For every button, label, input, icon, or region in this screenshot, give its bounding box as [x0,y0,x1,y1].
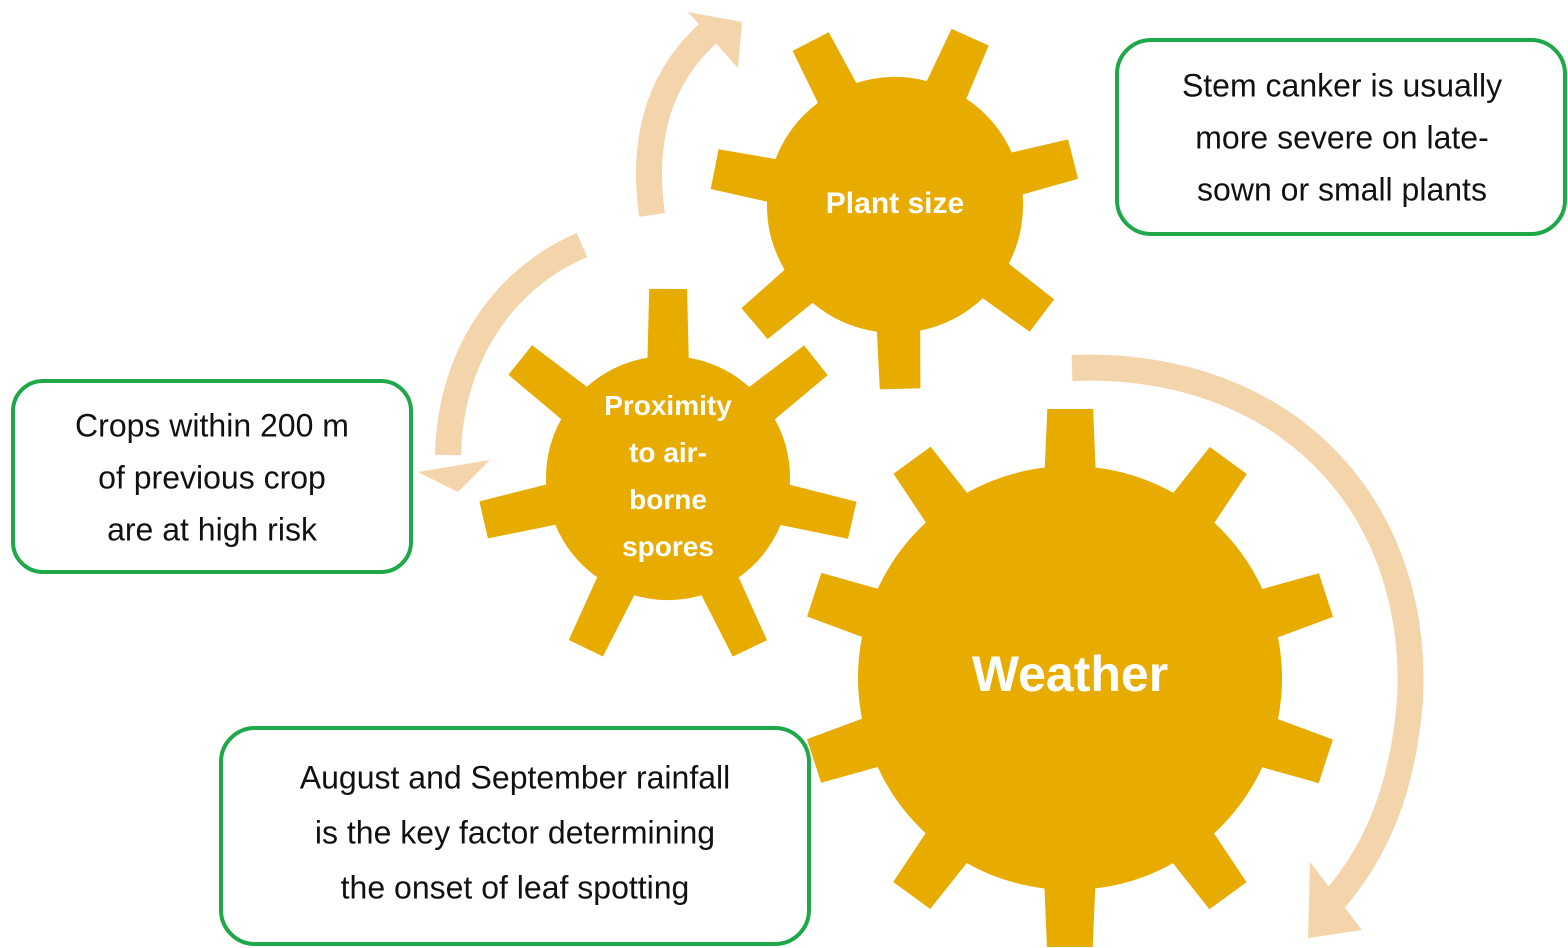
callout-text: more severe on late- [1195,119,1488,155]
callout-text: of previous crop [98,459,326,495]
arrow-head [418,460,490,492]
cycle-arrow [435,233,588,456]
gear-label: Weather [972,646,1168,702]
callout-text: the onset of leaf spotting [341,869,690,905]
gear-label: borne [629,484,707,515]
cycle-arrow [1071,354,1424,914]
callout-text: are at high risk [107,511,318,547]
callout-text: Crops within 200 m [75,407,349,443]
callout-box [11,379,413,574]
gear [710,28,1079,390]
gear-label: to air- [629,437,707,468]
callout-text: August and September rainfall [300,759,730,795]
gear-label: spores [622,531,714,562]
gear [807,409,1333,947]
callout-box [219,726,811,946]
callout-box [1115,38,1567,236]
arrow-head [1308,862,1362,938]
callout-text: sown or small plants [1197,171,1487,207]
gear-label: Proximity [604,390,732,421]
cycle-arrow [636,20,721,217]
arrow-head [688,12,742,68]
callout-text: Stem canker is usually [1182,67,1502,103]
gear [479,288,857,657]
gear-label: Plant size [826,187,964,220]
callout-text: is the key factor determining [315,814,715,850]
